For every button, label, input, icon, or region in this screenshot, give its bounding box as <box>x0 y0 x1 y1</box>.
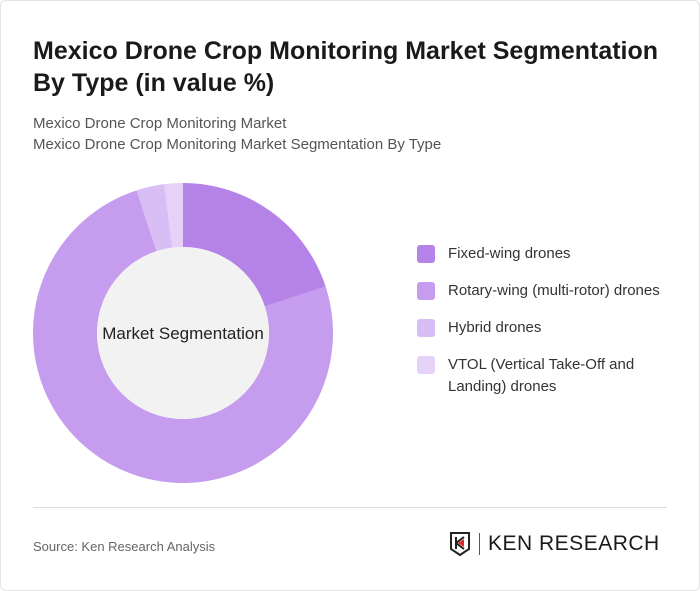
center-label: Market Segmentation <box>102 324 264 343</box>
subtitle-market: Mexico Drone Crop Monitoring Market <box>33 115 287 132</box>
ken-logo-icon <box>450 532 470 557</box>
legend-label: Hybrid drones <box>448 319 542 336</box>
legend-label: Fixed-wing drones <box>448 245 571 262</box>
legend-item: Rotary-wing (multi-rotor) drones <box>417 280 667 302</box>
donut-hole <box>97 247 269 419</box>
subtitle-segmentation: Mexico Drone Crop Monitoring Market Segm… <box>33 136 442 153</box>
legend-label: VTOL (Vertical Take-Off and Landing) dro… <box>448 356 635 395</box>
ken-research-logo: KEN RESEARCH <box>449 531 660 557</box>
legend-item: VTOL (Vertical Take-Off and Landing) dro… <box>417 354 667 398</box>
donut-slice-4 <box>164 183 183 248</box>
legend: Fixed-wing drones Rotary-wing (multi-roto… <box>417 243 667 413</box>
chart-title: Mexico Drone Crop Monitoring Market Segm… <box>33 37 659 97</box>
legend-item: Hybrid drones <box>417 317 667 339</box>
logo-text: KEN RESEARCH <box>479 533 660 555</box>
legend-item: Fixed-wing drones <box>417 243 667 265</box>
legend-label: Rotary-wing (multi-rotor) drones <box>448 282 660 299</box>
donut-slice-1 <box>183 183 326 307</box>
donut-slice-2 <box>32 190 333 484</box>
legend-swatch <box>417 282 435 300</box>
legend-swatch <box>417 356 435 374</box>
legend-swatch <box>417 319 435 337</box>
source-text: Source: Ken Research Analysis <box>33 539 216 554</box>
donut-slice-3 <box>136 184 173 252</box>
legend-swatch <box>417 245 435 263</box>
donut-chart: Market Segmentation <box>32 183 333 484</box>
divider <box>33 507 667 508</box>
